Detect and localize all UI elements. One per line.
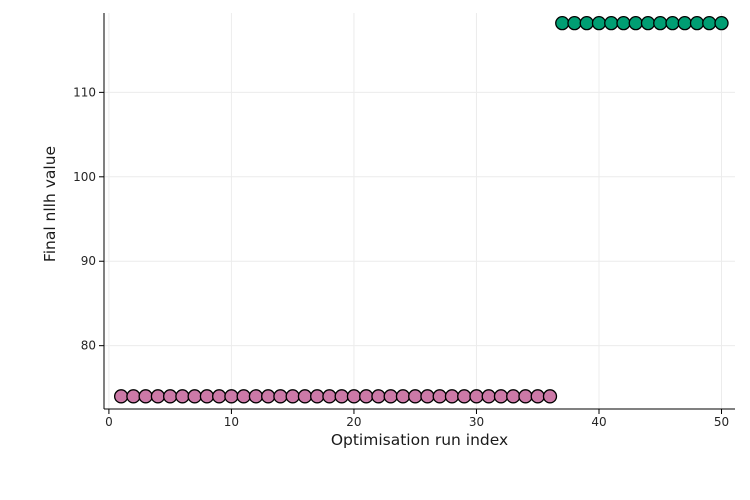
runs-1-36-low-nllh-cluster-marker xyxy=(114,389,129,404)
y-axis-label: Final nllh value xyxy=(41,145,59,263)
runs-1-36-low-nllh-cluster-marker xyxy=(138,389,153,404)
x-tick-label: 10 xyxy=(224,415,239,429)
runs-37-50-high-nllh-cluster-marker xyxy=(665,15,680,31)
runs-1-36-low-nllh-cluster-marker xyxy=(273,389,288,404)
runs-1-36-low-nllh-cluster-marker xyxy=(224,389,239,404)
runs-37-50-high-nllh-cluster-marker xyxy=(640,15,656,31)
y-tick-label: 110 xyxy=(73,85,96,99)
y-tick-label: 100 xyxy=(73,170,96,184)
runs-1-36-low-nllh-cluster-marker xyxy=(506,389,521,404)
y-tick-label: 90 xyxy=(81,254,96,268)
runs-37-50-high-nllh-cluster-marker xyxy=(702,15,717,31)
runs-1-36-low-nllh-cluster-marker xyxy=(150,389,166,404)
runs-1-36-low-nllh-cluster-marker xyxy=(530,389,545,404)
runs-1-36-low-nllh-cluster-marker xyxy=(408,389,423,404)
runs-1-36-low-nllh-cluster-marker xyxy=(359,389,374,404)
runs-37-50-high-nllh-cluster-marker xyxy=(567,15,582,31)
x-tick-label: 40 xyxy=(591,415,606,429)
runs-1-36-low-nllh-cluster-marker xyxy=(371,389,386,404)
runs-1-36-low-nllh-cluster-marker xyxy=(297,389,313,404)
runs-1-36-low-nllh-cluster-marker xyxy=(248,389,264,404)
runs-37-50-high-nllh-cluster-marker xyxy=(604,15,619,31)
runs-37-50-high-nllh-cluster-marker xyxy=(677,15,692,31)
runs-1-36-low-nllh-cluster-marker xyxy=(542,389,558,404)
runs-1-36-low-nllh-cluster-marker xyxy=(285,389,300,404)
y-tick-label: 80 xyxy=(81,339,96,353)
runs-1-36-low-nllh-cluster-marker xyxy=(395,389,411,404)
runs-1-36-low-nllh-cluster-marker xyxy=(126,389,141,404)
runs-1-36-low-nllh-cluster-marker xyxy=(481,389,496,404)
runs-1-36-low-nllh-cluster-marker xyxy=(236,389,251,404)
x-tick-label: 20 xyxy=(346,415,361,429)
runs-37-50-high-nllh-cluster-marker xyxy=(628,15,643,31)
runs-1-36-low-nllh-cluster-marker xyxy=(199,389,215,404)
runs-37-50-high-nllh-cluster-marker xyxy=(579,15,594,31)
x-tick-label: 0 xyxy=(105,415,113,429)
runs-1-36-low-nllh-cluster-marker xyxy=(310,389,325,404)
runs-37-50-high-nllh-cluster-marker xyxy=(591,15,607,31)
runs-1-36-low-nllh-cluster-marker xyxy=(444,389,460,404)
runs-1-36-low-nllh-cluster-marker xyxy=(432,389,447,404)
runs-1-36-low-nllh-cluster-marker xyxy=(518,389,533,404)
runs-1-36-low-nllh-cluster-marker xyxy=(346,389,362,404)
runs-37-50-high-nllh-cluster-marker xyxy=(616,15,631,31)
runs-1-36-low-nllh-cluster-marker xyxy=(420,389,435,404)
runs-37-50-high-nllh-cluster-marker xyxy=(653,15,668,31)
runs-37-50-high-nllh-cluster-marker xyxy=(555,15,570,31)
runs-1-36-low-nllh-cluster-marker xyxy=(261,389,276,404)
x-axis-label: Optimisation run index xyxy=(330,431,509,449)
runs-1-36-low-nllh-cluster-marker xyxy=(469,389,484,404)
runs-1-36-low-nllh-cluster-marker xyxy=(383,389,398,404)
runs-1-36-low-nllh-cluster-marker xyxy=(457,389,472,404)
runs-1-36-low-nllh-cluster-marker xyxy=(334,389,349,404)
runs-37-50-high-nllh-cluster-marker xyxy=(689,15,705,31)
runs-1-36-low-nllh-cluster-marker xyxy=(493,389,509,404)
runs-1-36-low-nllh-cluster-marker xyxy=(322,389,337,404)
runs-1-36-low-nllh-cluster-marker xyxy=(187,389,202,404)
x-tick-label: 50 xyxy=(714,415,729,429)
runs-37-50-high-nllh-cluster-marker xyxy=(714,15,729,31)
runs-1-36-low-nllh-cluster-marker xyxy=(212,389,227,404)
runs-1-36-low-nllh-cluster-marker xyxy=(163,389,178,404)
x-tick-label: 30 xyxy=(469,415,484,429)
runs-1-36-low-nllh-cluster-marker xyxy=(175,389,190,404)
